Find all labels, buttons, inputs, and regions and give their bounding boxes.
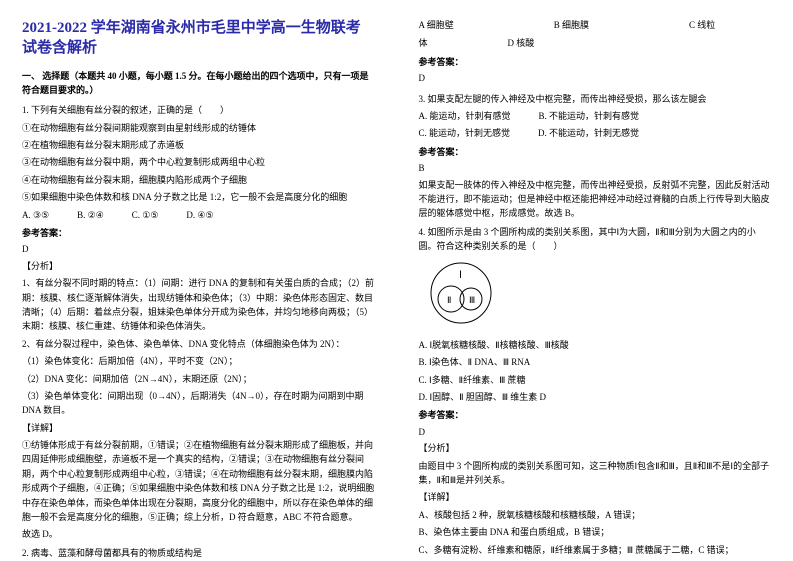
q3-answer-label: 参考答案： <box>419 145 772 159</box>
q4-analysis: 由题目中 3 个圆所构成的类别关系图可知，这三种物质Ⅰ包含Ⅱ和Ⅲ，且Ⅱ和Ⅲ不是Ⅰ… <box>419 459 772 488</box>
q4-answer: D <box>419 425 772 439</box>
q1-line1: ①在动物细胞有丝分裂间期能观察到由星射线形成的纺锤体 <box>22 121 375 135</box>
venn-svg: Ⅰ Ⅱ Ⅲ <box>423 259 503 327</box>
q1-stem: 1. 下列有关细胞有丝分裂的叙述，正确的是（ ） <box>22 103 375 117</box>
q1-anal1: 1、有丝分裂不同时期的特点：（1）间期：进行 DNA 的复制和有关蛋白质的合成；… <box>22 276 375 334</box>
q4-stem: 4. 如图所示是由 3 个圆所构成的类别关系图，其中Ⅰ为大圆，Ⅱ和Ⅲ分别为大圆之… <box>419 225 772 254</box>
q1-opt-c: C. ①⑤ <box>132 208 159 222</box>
venn-diagram: Ⅰ Ⅱ Ⅲ <box>423 259 772 331</box>
q2-opt-d: 体 <box>419 36 428 50</box>
q3-stem: 3. 如果支配左腿的传入神经及中枢完整，而传出神经受损，那么该左腿会 <box>419 92 772 106</box>
q1-detail-label: 【详解】 <box>22 421 375 435</box>
q1-answer: D <box>22 242 375 256</box>
venn-label-3: Ⅲ <box>469 295 475 305</box>
q3-row2: C. 能运动，针刺无感觉 D. 不能运动，针刺无感觉 <box>419 126 772 140</box>
q2-opt-e: D 核酸 <box>508 36 535 50</box>
q4-opt-a: A. Ⅰ脱氧核糖核酸、Ⅱ核糖核酸、Ⅲ核酸 <box>419 338 772 352</box>
q1-opt-d: D. ④⑤ <box>186 208 213 222</box>
q4-d2: B、染色体主要由 DNA 和蛋白质组成，B 错误； <box>419 525 772 539</box>
q2-opt-b: B 细胞膜 <box>554 18 589 32</box>
q4-opt-b: B. Ⅰ染色体、Ⅱ DNA、Ⅲ RNA <box>419 355 772 369</box>
venn-label-1: Ⅰ <box>459 270 462 281</box>
q1-anal4: （2）DNA 变化：间期加倍（2N→4N），末期还原（2N）； <box>22 372 375 386</box>
q2-options-row2: 体 D 核酸 <box>419 36 772 50</box>
q1-opt-b: B. ②④ <box>77 208 104 222</box>
section-heading: 一、 选择题（本题共 40 小题，每小题 1.5 分。在每小题给出的四个选项中，… <box>22 69 375 98</box>
left-column: 2021-2022 学年湖南省永州市毛里中学高一生物联考试卷含解析 一、 选择题… <box>0 0 397 561</box>
q1-line5: ⑤如果细胞中染色体数和核 DNA 分子数之比是 1:2，它一般不会是高度分化的细… <box>22 190 375 204</box>
q1-options: A. ③⑤ B. ②④ C. ①⑤ D. ④⑤ <box>22 208 375 222</box>
q1-analysis-label: 【分析】 <box>22 259 375 273</box>
q2-opt-a: A 细胞壁 <box>419 18 454 32</box>
q2-stem: 2. 病毒、蓝藻和酵母菌都具有的物质或结构是 <box>22 546 375 560</box>
q4-opt-c: C. Ⅰ多糖、Ⅱ纤维素、Ⅲ 蔗糖 <box>419 373 772 387</box>
q4-d3: C、多糖有淀粉、纤维素和糖原，Ⅱ纤维素属于多糖；Ⅲ 蔗糖属于二糖，C 错误； <box>419 543 772 557</box>
q1-line2: ②在植物细胞有丝分裂末期形成了赤道板 <box>22 138 375 152</box>
q1-anal5: （3）染色单体变化：间期出现（0→4N），后期消失（4N→0），存在时期为间期到… <box>22 389 375 418</box>
q3-explanation: 如果支配一肢体的传入神经及中枢完整，而传出神经受损，反射弧不完整，因此反射活动不… <box>419 178 772 221</box>
right-column: A 细胞壁 B 细胞膜 C 线粒 体 D 核酸 参考答案： D 3. 如果支配左… <box>397 0 793 561</box>
q3-opt-c: C. 能运动，针刺无感觉 <box>419 126 511 140</box>
q1-anal3: （1）染色体变化：后期加倍（4N），平时不变（2N）； <box>22 354 375 368</box>
q1-line4: ④在动物细胞有丝分裂末期，细胞膜内陷形成两个子细胞 <box>22 173 375 187</box>
q1-opt-a: A. ③⑤ <box>22 208 49 222</box>
q3-row1: A. 能运动，针刺有感觉 B. 不能运动，针刺有感觉 <box>419 109 772 123</box>
q2-answer: D <box>419 71 772 85</box>
q1-det2: 故选 D。 <box>22 527 375 541</box>
exam-title: 2021-2022 学年湖南省永州市毛里中学高一生物联考试卷含解析 <box>22 18 375 59</box>
q3-opt-d: D. 不能运动，针刺无感觉 <box>538 126 639 140</box>
q2-answer-label: 参考答案： <box>419 55 772 69</box>
q3-answer: B <box>419 161 772 175</box>
venn-label-2: Ⅱ <box>447 295 451 305</box>
q1-line3: ③在动物细胞有丝分裂中期，两个中心粒复制形成两组中心粒 <box>22 155 375 169</box>
q2-opt-c: C 线粒 <box>689 18 715 32</box>
q4-d1: A、核酸包括 2 种，脱氧核糖核酸和核糖核酸，A 错误； <box>419 508 772 522</box>
q4-opt-d: D. Ⅰ固醇、Ⅱ 胆固醇、Ⅲ 维生素 D <box>419 390 772 404</box>
q4-analysis-label: 【分析】 <box>419 441 772 455</box>
q3-opt-a: A. 能运动，针刺有感觉 <box>419 109 511 123</box>
q1-anal2: 2、有丝分裂过程中，染色体、染色单体、DNA 变化特点（体细胞染色体为 2N）： <box>22 337 375 351</box>
q1-answer-label: 参考答案： <box>22 226 375 240</box>
q1-det1: ①纺锤体形成于有丝分裂前期，①错误；②在植物细胞有丝分裂末期形成了细胞板，并向四… <box>22 438 375 524</box>
q4-detail-label: 【详解】 <box>419 490 772 504</box>
q2-options-row1: A 细胞壁 B 细胞膜 C 线粒 <box>419 18 772 32</box>
q3-opt-b: B. 不能运动，针刺有感觉 <box>539 109 640 123</box>
q4-answer-label: 参考答案： <box>419 408 772 422</box>
